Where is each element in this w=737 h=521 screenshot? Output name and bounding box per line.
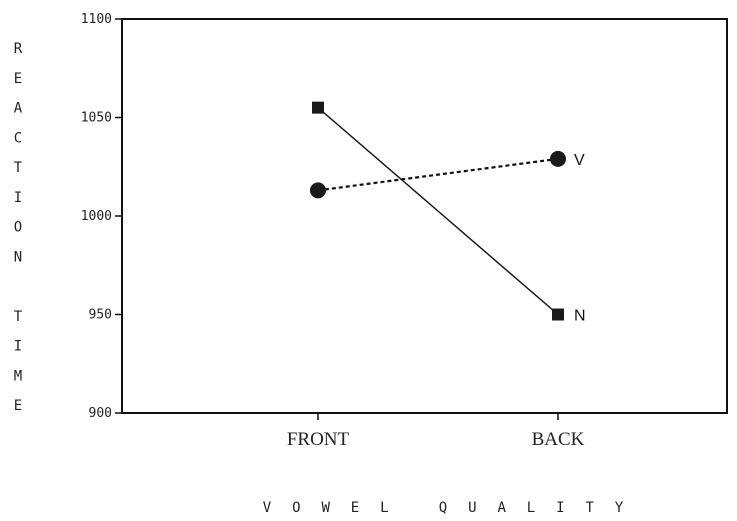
x-axis-label-letter: W — [321, 500, 330, 516]
x-tick-label: BACK — [532, 429, 585, 450]
x-axis-label-letter: T — [585, 500, 594, 516]
series-line-n — [317, 107, 559, 316]
x-axis-label-letter: E — [351, 500, 359, 516]
y-axis-label-letter: N — [14, 249, 22, 265]
series-label-v: V — [574, 152, 585, 169]
series-layer: VN — [310, 101, 586, 325]
data-point-n — [552, 308, 564, 321]
y-axis-label-letter: A — [14, 101, 23, 117]
y-axis-label-letter: M — [14, 368, 22, 384]
x-axis-label-letter: V — [263, 500, 272, 516]
y-tick-label: 950 — [89, 308, 112, 323]
y-axis-label-letter: C — [14, 130, 22, 146]
x-axis-label-letter: I — [556, 500, 564, 516]
data-point-v — [550, 150, 566, 167]
x-axis-label-letter: L — [527, 500, 535, 516]
x-axis-label-letter: Q — [439, 500, 447, 516]
y-axis-label-letter: O — [14, 220, 22, 236]
x-axis-label-letter: Y — [615, 500, 624, 516]
x-tick-label: FRONT — [287, 429, 350, 450]
y-axis-label-letter: R — [14, 41, 23, 57]
y-axis: 900 950 1000 1050 1100 — [81, 12, 122, 421]
x-axis: FRONT BACK — [287, 413, 585, 450]
data-point-n — [312, 101, 324, 114]
plot-frame — [121, 18, 728, 414]
y-tick-label: 900 — [89, 406, 112, 421]
series-label-n: N — [574, 308, 586, 325]
x-axis-label-letter: A — [497, 500, 506, 516]
y-axis-label-letter: E — [14, 398, 22, 414]
x-axis-label-letter: L — [380, 500, 388, 516]
y-tick-label: 1100 — [81, 12, 112, 27]
y-tick-label: 1000 — [81, 209, 112, 224]
y-axis-label-letter: E — [14, 71, 22, 87]
y-axis-label-letter: I — [14, 339, 22, 355]
y-axis-label-letter: I — [14, 190, 22, 206]
y-axis-label-letter: T — [14, 309, 23, 325]
x-axis-label-letter: U — [468, 500, 476, 516]
y-axis-label-letter: T — [14, 160, 23, 176]
y-tick-label: 1050 — [81, 111, 112, 126]
x-axis-label-letter: O — [292, 500, 300, 516]
data-point-v — [310, 182, 326, 199]
series-line-v — [317, 157, 559, 192]
